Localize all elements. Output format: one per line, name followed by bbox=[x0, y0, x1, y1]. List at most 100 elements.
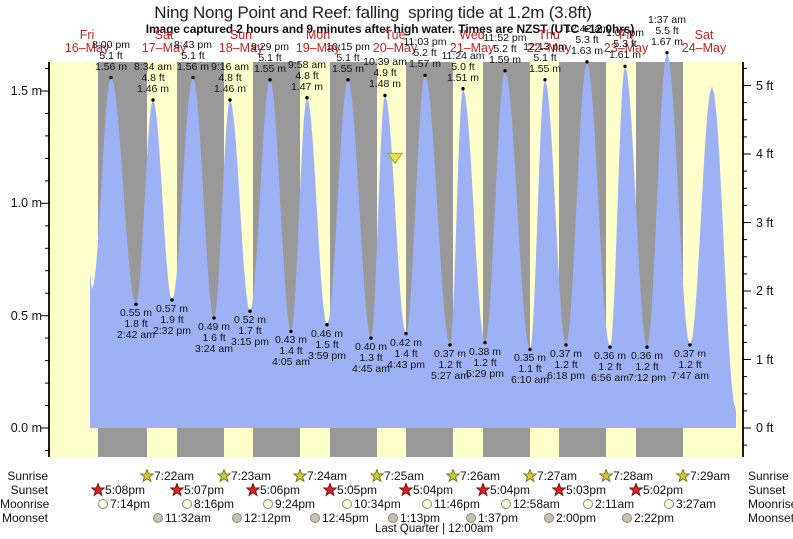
tide-m-value: 0.57 m bbox=[155, 303, 189, 315]
high-tide-label: 11:03 pm 5.2 ft 1.57 m bbox=[404, 37, 447, 70]
tide-point-dot bbox=[483, 340, 487, 345]
day-name: Mon bbox=[305, 28, 331, 42]
tide-time-value: 1:37 am bbox=[648, 14, 686, 26]
moonset-circle-icon bbox=[151, 511, 165, 525]
tide-point-dot bbox=[543, 78, 547, 82]
tide-m-value: 1.59 m bbox=[488, 54, 522, 66]
sunrise-time: 7:26am bbox=[460, 469, 501, 483]
tide-m-value: 1.55 m bbox=[528, 63, 562, 75]
day-label: Fri 23–May bbox=[604, 29, 648, 55]
row-label-moonrise-left: Moonrise bbox=[0, 497, 50, 511]
tide-m-value: 1.56 m bbox=[94, 61, 128, 73]
tide-ft-value: 4.8 ft bbox=[218, 72, 242, 84]
day-name: Fri bbox=[79, 28, 95, 42]
sunset-time: 5:06pm bbox=[260, 483, 301, 497]
sunrise-star-icon bbox=[598, 467, 614, 483]
moonset-time: 2:00pm bbox=[556, 511, 597, 525]
tide-point-dot bbox=[528, 347, 532, 352]
tide-time-value: 9:58 am bbox=[288, 59, 326, 71]
day-date: 18–May bbox=[218, 41, 264, 55]
tide-point-dot bbox=[564, 343, 568, 347]
tide-ft-value: 1.2 ft bbox=[438, 359, 462, 371]
tide-m-value: 0.43 m bbox=[274, 334, 308, 346]
day-name: Fri bbox=[618, 28, 634, 42]
tide-ft-value: 1.2 ft bbox=[554, 359, 578, 371]
sunrise-time: 7:29am bbox=[690, 469, 731, 483]
high-tide-label: 1:07 pm 5.3 ft 1.61 m bbox=[606, 28, 644, 61]
tide-time-value: 2:32 pm bbox=[153, 325, 191, 337]
sunset-star-icon bbox=[245, 481, 261, 497]
day-date: 20–May bbox=[372, 41, 418, 55]
tide-ft-value: 1.2 ft bbox=[678, 359, 702, 371]
day-name: Wed bbox=[459, 28, 485, 42]
moonset-time: 12:12pm bbox=[244, 511, 291, 525]
tide-m-value: 0.49 m bbox=[197, 321, 231, 333]
moonrise-icon bbox=[583, 499, 593, 509]
sunset-time: 5:07pm bbox=[184, 483, 225, 497]
day-label: Sun 18–May bbox=[219, 29, 263, 55]
sunrise-star-icon bbox=[292, 467, 308, 483]
low-tide-label: 0.37 m 1.2 ft 5:27 am bbox=[431, 349, 469, 382]
tide-ft-value: 4.8 ft bbox=[295, 70, 319, 82]
tide-time-value: 1:07 pm bbox=[606, 27, 644, 39]
tide-time-value: 7:12 pm bbox=[628, 372, 666, 384]
tide-point-dot bbox=[383, 93, 387, 98]
moonrise-circle-icon bbox=[581, 497, 595, 511]
tide-point-dots bbox=[109, 51, 692, 352]
tide-time-value: 8:34 am bbox=[134, 61, 172, 73]
moonrise-circle-icon bbox=[499, 497, 513, 511]
moonrise-icon bbox=[263, 499, 273, 509]
sunset-time: 5:03pm bbox=[566, 483, 607, 497]
moonset-icon bbox=[544, 513, 554, 523]
tide-m-value: 1.61 m bbox=[608, 49, 642, 61]
tide-point-dot bbox=[585, 60, 589, 64]
high-tide-label: 9:58 am 4.8 ft 1.47 m bbox=[288, 60, 326, 93]
tide-time-value: 7:47 am bbox=[671, 370, 709, 382]
moonrise-time: 2:11am bbox=[595, 497, 635, 511]
moonset-circle-icon bbox=[308, 511, 322, 525]
moonset-time: 1:13pm bbox=[400, 511, 441, 525]
tide-ft-value: 5.5 ft bbox=[655, 25, 679, 37]
tide-m-value: 0.38 m bbox=[468, 346, 502, 358]
sunrise-time: 7:22am bbox=[154, 469, 195, 483]
sunrise-star-icon bbox=[216, 467, 232, 483]
sunrise-star-icon bbox=[522, 467, 538, 483]
moonrise-icon bbox=[664, 499, 674, 509]
tide-point-dot bbox=[645, 345, 649, 349]
tide-ft-value: 1.5 ft bbox=[315, 339, 339, 351]
tide-time-value: 4:05 am bbox=[272, 356, 310, 368]
moonset-icon bbox=[153, 513, 163, 523]
tide-point-dot bbox=[151, 98, 155, 102]
moonrise-icon bbox=[98, 499, 108, 509]
tide-time-value: 6:10 am bbox=[511, 374, 549, 386]
sunrise-time: 7:27am bbox=[537, 469, 578, 483]
sunset-star-icon bbox=[322, 481, 338, 497]
row-label-sunrise-right: Sunrise bbox=[748, 469, 789, 483]
axis-ticks bbox=[41, 67, 751, 451]
low-tide-label: 0.43 m 1.4 ft 4:05 am bbox=[272, 335, 310, 368]
y-axis-right-label: 5 ft bbox=[756, 79, 774, 93]
day-label: Sat 24–May bbox=[682, 29, 726, 55]
row-label-sunset-right: Sunset bbox=[748, 483, 786, 497]
tide-m-value: 0.42 m bbox=[389, 337, 423, 349]
tide-point-dot bbox=[228, 98, 232, 102]
tide-point-dot bbox=[170, 298, 174, 302]
tide-ft-value: 1.4 ft bbox=[279, 345, 303, 357]
day-label: Sat 17–May bbox=[142, 29, 186, 55]
moonrise-time: 10:34pm bbox=[354, 497, 401, 511]
tide-ft-value: 1.4 ft bbox=[394, 348, 418, 360]
low-tide-label: 0.42 m 1.4 ft 4:43 pm bbox=[387, 338, 425, 371]
tide-time-value: 5:29 pm bbox=[466, 368, 504, 380]
tide-point-dot bbox=[448, 343, 452, 347]
row-label-moonrise-right: Moonrise bbox=[748, 497, 793, 511]
sunrise-star-icon bbox=[139, 467, 155, 483]
sunrise-time: 7:24am bbox=[307, 469, 348, 483]
tide-time-value: 11:24 am bbox=[441, 50, 485, 62]
sunset-star-icon bbox=[398, 481, 414, 497]
high-tide-label: 10:15 pm 5.1 ft 1.55 m bbox=[326, 42, 370, 75]
low-tide-label: 0.36 m 1.2 ft 6:56 am bbox=[591, 351, 629, 384]
sunset-time: 5:08pm bbox=[105, 483, 146, 497]
day-date: 23–May bbox=[603, 41, 649, 55]
tide-point-dot bbox=[134, 302, 138, 307]
